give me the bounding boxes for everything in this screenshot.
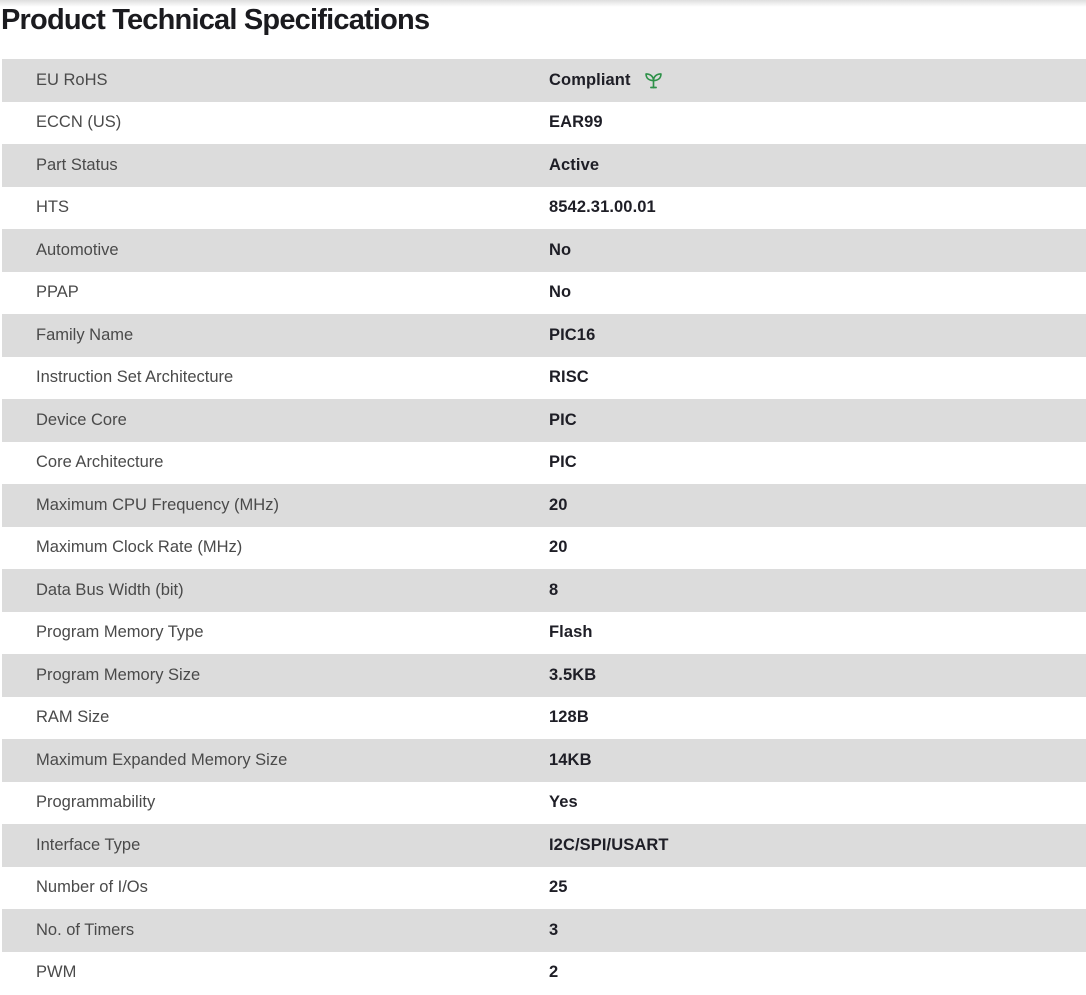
technical-specifications-table: EU RoHS Compliant ECCN (US) EAR99 (2, 59, 1086, 994)
spec-value-cell: PIC16 (529, 314, 1086, 357)
table-row: Program Memory Size 3.5KB (2, 654, 1086, 697)
spec-value-cell: PIC (529, 399, 1086, 442)
spec-label: Maximum CPU Frequency (MHz) (36, 495, 279, 514)
spec-label: PPAP (36, 283, 79, 302)
spec-value: Flash (549, 623, 593, 642)
spec-label: PWM (36, 963, 77, 982)
page-title: Product Technical Specifications (1, 4, 430, 36)
spec-value-cell: No (529, 272, 1086, 315)
spec-value-cell: 8 (529, 569, 1086, 612)
table-row: No. of Timers 3 (2, 909, 1086, 952)
table-row: Interface Type I2C/SPI/USART (2, 824, 1086, 867)
spec-label: Maximum Clock Rate (MHz) (36, 538, 243, 557)
table-row: Family Name PIC16 (2, 314, 1086, 357)
spec-value-cell: 3 (529, 909, 1086, 952)
spec-label: Interface Type (36, 835, 141, 854)
spec-value: Yes (549, 793, 578, 812)
table-row: EU RoHS Compliant (2, 59, 1086, 102)
spec-value-cell: EAR99 (529, 102, 1086, 145)
spec-label: RAM Size (36, 708, 110, 727)
spec-value: 3 (549, 920, 559, 939)
table-row: HTS 8542.31.00.01 (2, 186, 1086, 230)
table-row: Device Core PIC (2, 399, 1086, 442)
spec-value: 20 (549, 538, 568, 557)
spec-value-cell: No (529, 229, 1086, 272)
spec-value: I2C/SPI/USART (549, 835, 669, 854)
spec-value: EAR99 (549, 113, 603, 132)
spec-label: Program Memory Type (36, 623, 204, 642)
table-row: Maximum Expanded Memory Size 14KB (2, 739, 1086, 782)
spec-label: Data Bus Width (bit) (36, 580, 184, 599)
spec-label: Automotive (36, 240, 119, 259)
spec-label: Device Core (36, 410, 127, 429)
table-row: ECCN (US) EAR99 (2, 101, 1086, 145)
rohs-compliant-leaf-icon[interactable] (643, 70, 664, 91)
spec-label: Instruction Set Architecture (36, 368, 234, 387)
table-row: Core Architecture PIC (2, 441, 1086, 485)
spec-label: Part Status (36, 155, 118, 174)
spec-value-cell: 8542.31.00.01 (529, 187, 1086, 230)
spec-value: Active (549, 155, 600, 174)
spec-label: Family Name (36, 325, 134, 344)
spec-label: No. of Timers (36, 920, 135, 939)
spec-value: 14KB (549, 750, 592, 769)
spec-value: PIC16 (549, 325, 596, 344)
table-row: Data Bus Width (bit) 8 (2, 569, 1086, 612)
spec-value: 25 (549, 878, 568, 897)
spec-value-cell: 20 (529, 527, 1086, 570)
spec-value-cell: 128B (529, 697, 1086, 740)
spec-value: 8 (549, 580, 559, 599)
table-row: PPAP No (2, 271, 1086, 315)
table-row: Automotive No (2, 229, 1086, 272)
spec-value-cell: Compliant (529, 59, 1086, 102)
spec-label: EU RoHS (36, 70, 108, 89)
table-row: Programmability Yes (2, 781, 1086, 825)
spec-value-cell: RISC (529, 357, 1086, 400)
spec-value: No (549, 283, 572, 302)
spec-value-cell: 3.5KB (529, 654, 1086, 697)
spec-value-cell: 14KB (529, 739, 1086, 782)
spec-value-cell: 20 (529, 484, 1086, 527)
spec-value-cell: Active (529, 144, 1086, 187)
spec-value: RISC (549, 368, 589, 387)
spec-value: PIC (549, 410, 577, 429)
spec-value: PIC (549, 453, 577, 472)
table-row: Maximum CPU Frequency (MHz) 20 (2, 484, 1086, 527)
spec-value: 3.5KB (549, 665, 597, 684)
table-row: RAM Size 128B (2, 696, 1086, 740)
spec-value-cell: PIC (529, 442, 1086, 485)
spec-label: ECCN (US) (36, 113, 122, 132)
spec-label: Core Architecture (36, 453, 164, 472)
spec-value-cell: Flash (529, 612, 1086, 655)
spec-value-cell: 2 (529, 952, 1086, 995)
spec-label: Programmability (36, 793, 156, 812)
table-row: Part Status Active (2, 144, 1086, 187)
spec-value: Compliant (549, 70, 631, 89)
table-row: Maximum Clock Rate (MHz) 20 (2, 526, 1086, 570)
table-row: Instruction Set Architecture RISC (2, 356, 1086, 400)
spec-value: 8542.31.00.01 (549, 198, 656, 217)
spec-value: 20 (549, 495, 568, 514)
spec-label: HTS (36, 198, 69, 217)
spec-value: No (549, 240, 572, 259)
spec-value-cell: Yes (529, 782, 1086, 825)
table-row: Number of I/Os 25 (2, 866, 1086, 910)
spec-label: Number of I/Os (36, 878, 148, 897)
table-row: PWM 2 (2, 951, 1086, 995)
spec-value: 128B (549, 708, 589, 727)
spec-value-cell: 25 (529, 867, 1086, 910)
spec-label: Maximum Expanded Memory Size (36, 750, 288, 769)
spec-value: 2 (549, 963, 559, 982)
spec-value-cell: I2C/SPI/USART (529, 824, 1086, 867)
table-row: Program Memory Type Flash (2, 611, 1086, 655)
spec-label: Program Memory Size (36, 665, 201, 684)
